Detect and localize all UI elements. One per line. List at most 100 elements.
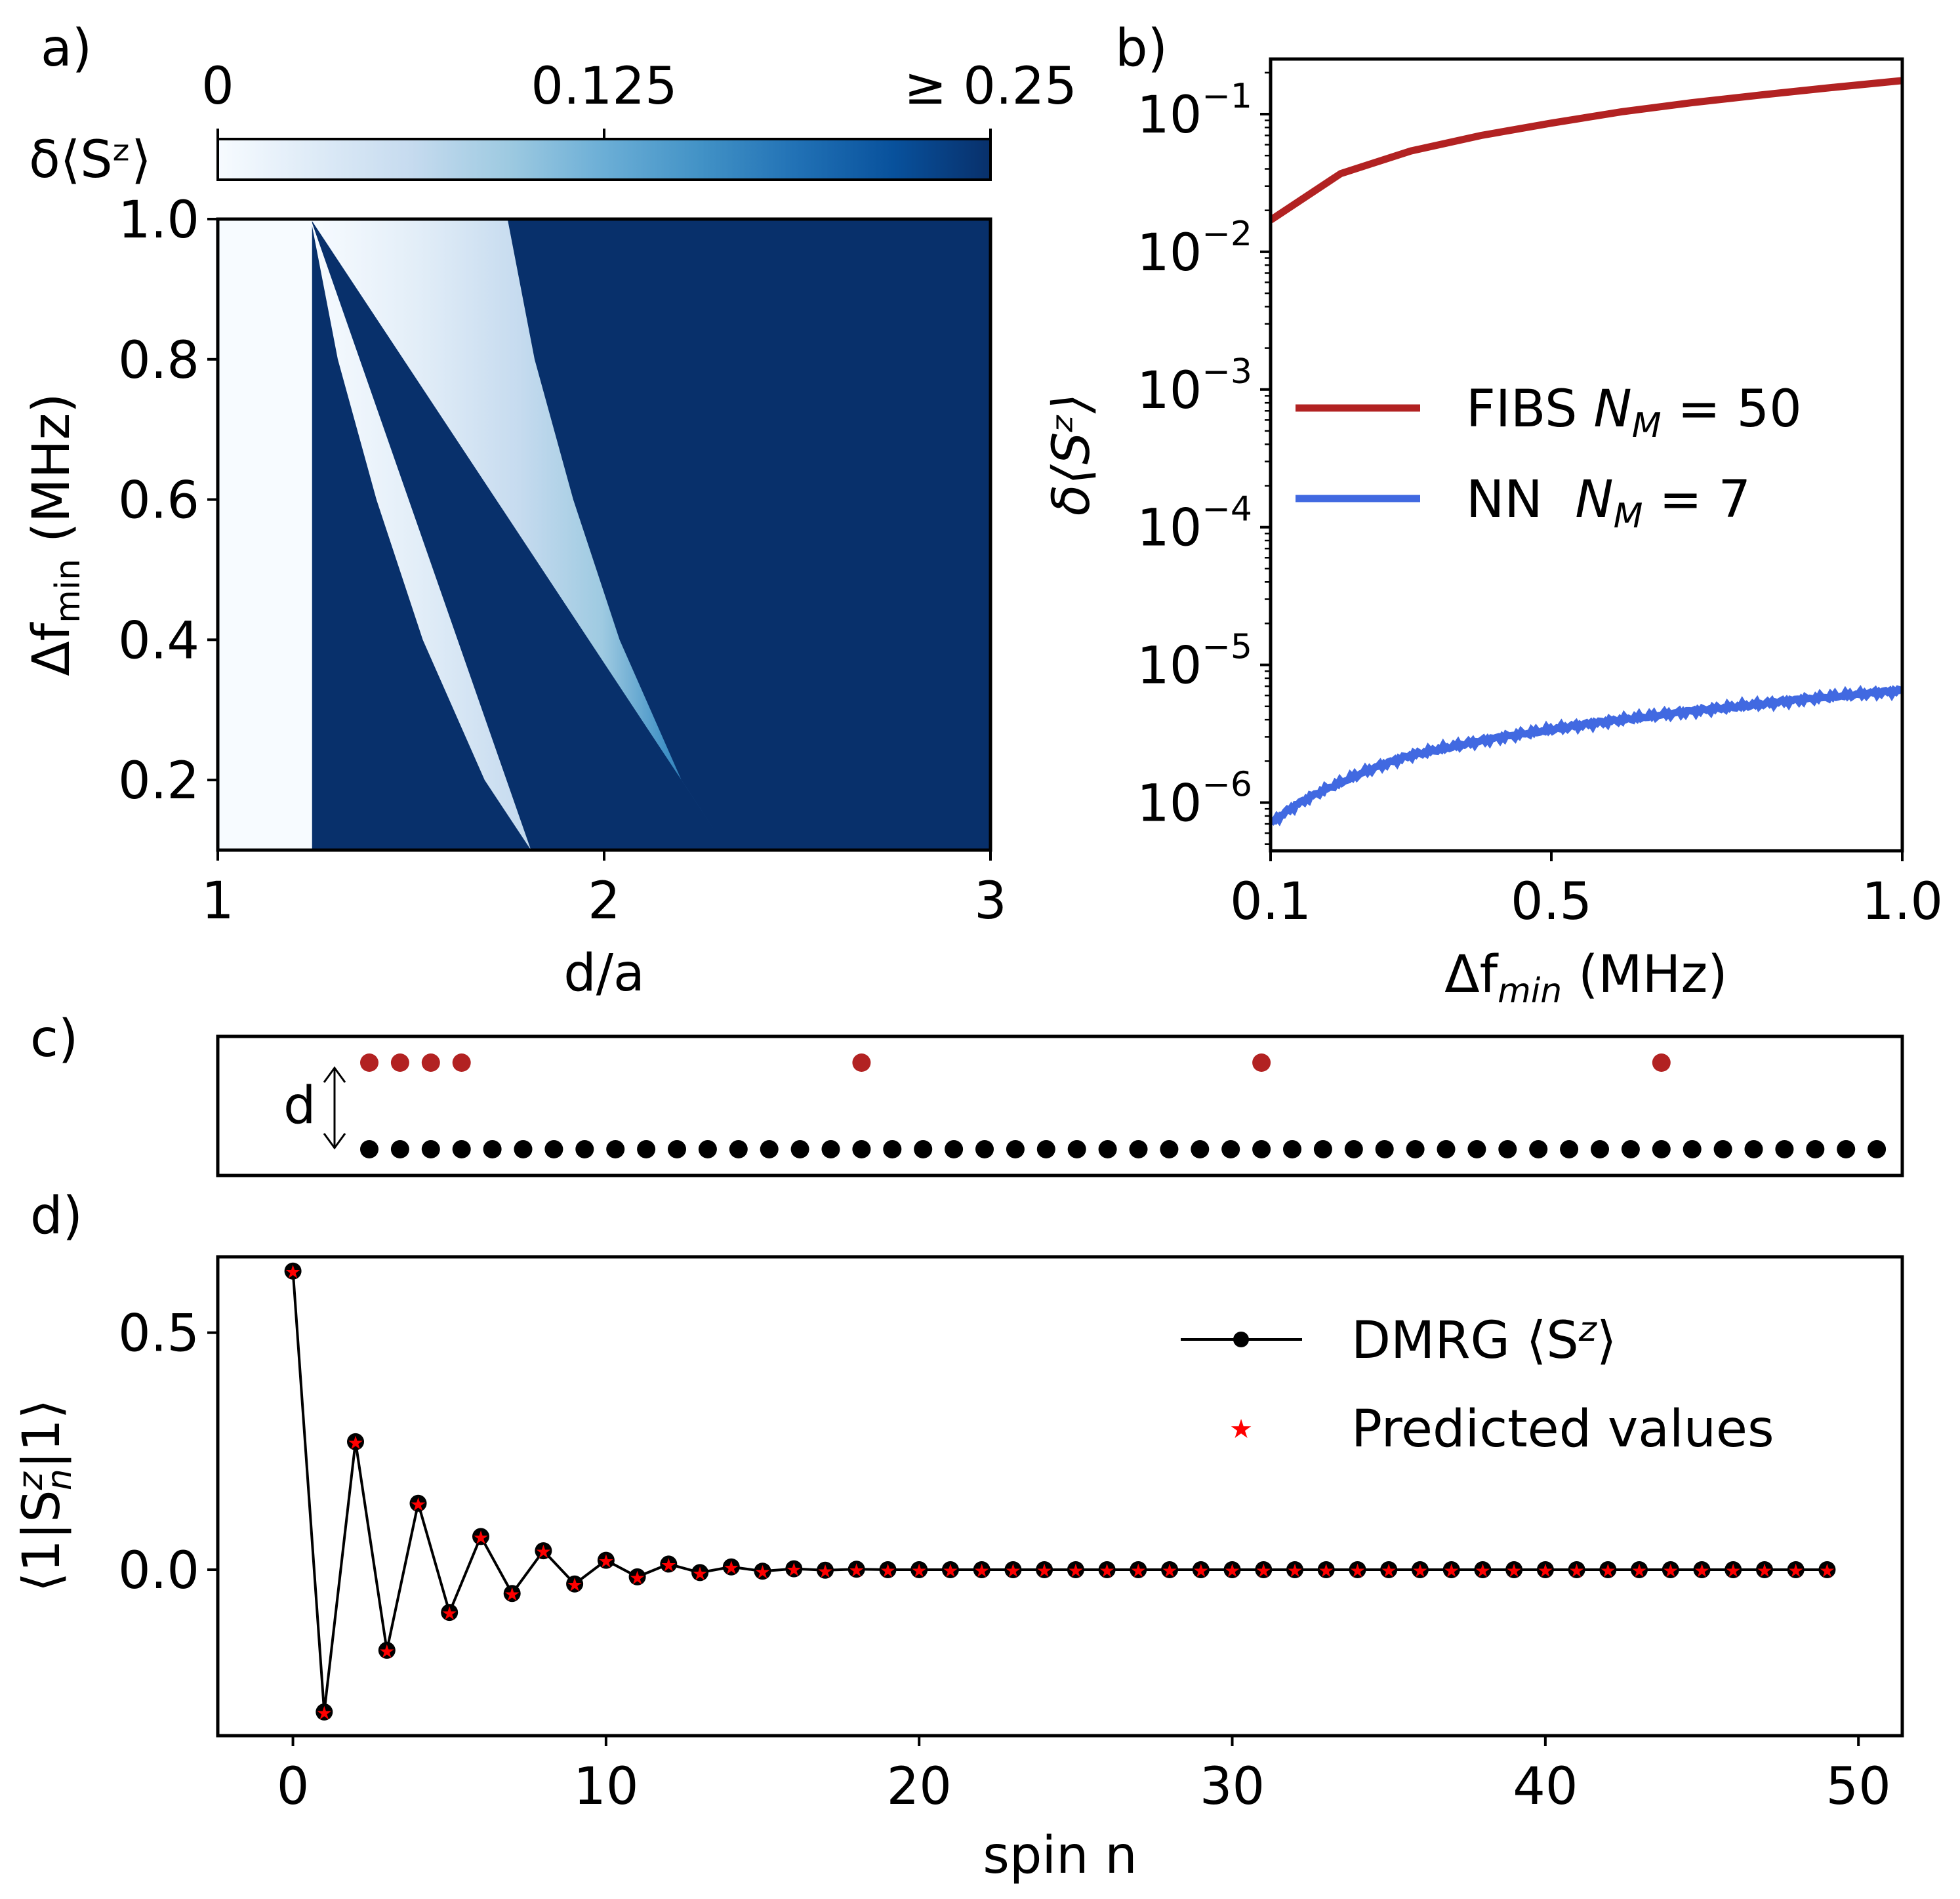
panel-label-b: b): [1115, 19, 1168, 78]
x-tick-label: 1: [201, 872, 234, 931]
y-tick-label: 10−6: [1137, 766, 1252, 834]
chain-spin: [1344, 1140, 1363, 1158]
y-axis-label: Δfmin (MHz): [22, 393, 88, 676]
heatmap-light-region: [218, 219, 312, 850]
predicted-point: ★: [942, 1560, 958, 1582]
chain-spin: [1806, 1140, 1825, 1158]
dmrg-point: [1693, 1561, 1711, 1578]
dmrg-point: [879, 1561, 897, 1578]
chain-spin: [1036, 1140, 1055, 1158]
chain-spin: [975, 1140, 994, 1158]
predicted-point: ★: [723, 1557, 739, 1579]
panel-c: d: [216, 1034, 1904, 1177]
y-tick-label: 10−4: [1137, 490, 1252, 558]
panel-label-d: d): [30, 1187, 83, 1246]
dmrg-point: [1536, 1561, 1554, 1578]
chain-spin: [390, 1140, 409, 1158]
dmrg-point: [1442, 1561, 1460, 1578]
chain-spin: [452, 1140, 471, 1158]
panel-d: 0 10 20 30 40 50 0.0 0.5 ★ ★ ★ ★ ★ ★ ★ ★ ★ ★ ★ ★ ★ ★ ★ ★ ★ ★ ★ ★ ★ ★…: [11, 1255, 1904, 1885]
dmrg-point: [847, 1561, 865, 1578]
chain-spin: [1406, 1140, 1425, 1158]
x-axis-label: d/a: [563, 944, 645, 1003]
chain-spin: [790, 1140, 809, 1158]
y-tick-label: 10−1: [1137, 77, 1252, 145]
dmrg-point: [1255, 1561, 1273, 1578]
dmrg-point: [378, 1641, 396, 1659]
chain-spin: [1837, 1140, 1856, 1158]
predicted-point: ★: [786, 1559, 802, 1581]
x-tick-label: 2: [588, 872, 621, 931]
predicted-point: ★: [378, 1641, 395, 1662]
y-axis-label-d: ⟨1|Szn|1⟩: [11, 1399, 79, 1592]
chain-spin: [606, 1140, 625, 1158]
dmrg-point: [409, 1494, 427, 1512]
predicted-point: ★: [1381, 1560, 1397, 1582]
predicted-point: ★: [504, 1583, 520, 1605]
y-tick-label: 10−5: [1137, 628, 1252, 696]
y-tick-label: 0.5: [118, 1305, 199, 1364]
lattice-frame: [216, 1034, 1904, 1177]
chain-spin: [729, 1140, 748, 1158]
predicted-point: ★: [1694, 1560, 1710, 1582]
top-spin: [452, 1053, 471, 1072]
dmrg-point: [1505, 1561, 1523, 1578]
predicted-point: ★: [1036, 1560, 1053, 1582]
x-tick-label: 0: [277, 1757, 310, 1816]
predicted-point: ★: [880, 1560, 896, 1582]
dmrg-point: [1662, 1561, 1679, 1578]
predicted-point: ★: [817, 1561, 833, 1582]
predicted-point: ★: [1286, 1560, 1303, 1582]
x-tick-label: 30: [1200, 1757, 1265, 1816]
predicted-point: ★: [1568, 1560, 1585, 1582]
y-tick-label: 10−3: [1137, 352, 1252, 420]
distance-label: d: [283, 1076, 316, 1135]
chain-spin: [698, 1140, 717, 1158]
dmrg-point: [535, 1542, 552, 1560]
chain-spin: [1652, 1140, 1671, 1158]
chain-spin: [1129, 1140, 1148, 1158]
top-spin: [1652, 1053, 1671, 1072]
dmrg-point: [1599, 1561, 1617, 1578]
chain-spin: [1221, 1140, 1240, 1158]
dmrg-point: [1161, 1561, 1179, 1578]
dmrg-point: [347, 1433, 364, 1450]
legend-label-nn: NN NM = 7: [1466, 470, 1751, 536]
predicted-point: ★: [754, 1561, 771, 1583]
dmrg-point: [1130, 1561, 1147, 1578]
panel-b: 0.1 0.5 1.0 10−6 10−5 10−4 10−3 10−2 10−1 Δfmin …: [1042, 57, 1943, 1011]
dmrg-point: [941, 1561, 959, 1578]
dmrg-point: [503, 1585, 521, 1603]
chain-spin: [852, 1140, 871, 1158]
dmrg-point: [1474, 1561, 1492, 1578]
dmrg-point: [1067, 1561, 1084, 1578]
chain-spin: [483, 1140, 502, 1158]
dmrg-point: [754, 1562, 771, 1580]
chain-spin: [760, 1140, 779, 1158]
colorbar-label: δ⟨Sᶻ⟩: [29, 131, 152, 190]
predicted-point: ★: [1256, 1560, 1272, 1582]
dmrg-point: [1725, 1561, 1742, 1578]
chain-spin: [1775, 1140, 1794, 1158]
predicted-point: ★: [848, 1559, 865, 1581]
predicted-point: ★: [1193, 1560, 1209, 1582]
chain-spin: [1621, 1140, 1640, 1158]
predicted-point: ★: [567, 1574, 583, 1596]
dmrg-point: [1380, 1561, 1398, 1578]
dmrg-point: [660, 1555, 678, 1573]
chain-spin: [1160, 1140, 1179, 1158]
chain-spin: [821, 1140, 840, 1158]
predicted-point: ★: [1067, 1560, 1084, 1582]
predicted-point: ★: [1224, 1560, 1240, 1582]
legend-marker-predicted: ★: [1229, 1414, 1253, 1444]
dmrg-point: [284, 1262, 302, 1280]
x-axis-label-b: Δfmin (MHz): [1444, 945, 1727, 1011]
top-spin: [852, 1053, 871, 1072]
dmrg-point: [785, 1560, 803, 1578]
dmrg-point: [597, 1551, 615, 1569]
legend-d: DMRG ⟨Sz⟩ ★ Predicted values: [1181, 1310, 1774, 1459]
predicted-point: ★: [316, 1702, 333, 1724]
colorbar-tick-label: 0.125: [531, 57, 677, 116]
predicted-point: ★: [1005, 1560, 1021, 1582]
